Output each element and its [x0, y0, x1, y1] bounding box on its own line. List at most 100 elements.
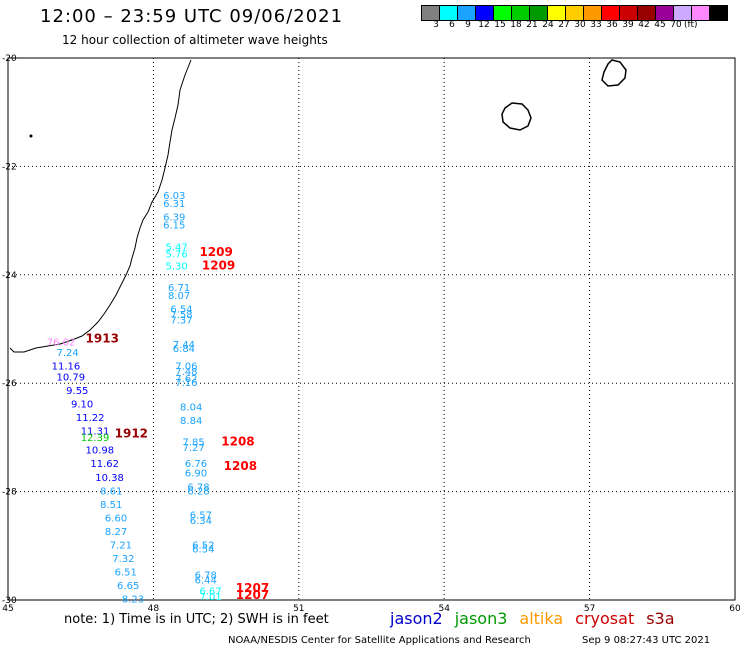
color-swatch [709, 5, 728, 21]
map-frame [7, 57, 736, 601]
mauritius-coastline [601, 59, 627, 87]
swh-value: 5.76 [166, 249, 188, 260]
swh-value: 7.44 [173, 340, 195, 351]
swh-value: 9.55 [66, 386, 88, 397]
lat-tick-label: -24 [2, 271, 17, 281]
swh-value: 6.71 [168, 283, 190, 294]
swh-value: 8.07 [168, 291, 190, 302]
color-scale-label: 9 [465, 20, 471, 30]
color-scale-labels: 3 6 9 12 15 18 21 24 27 30 33 36 39 42 45 70 (ft) [428, 20, 698, 30]
pass-time-label: 1208 [221, 435, 254, 449]
swh-value: 6.67 [199, 587, 221, 598]
color-scale-label: 24 [542, 20, 554, 30]
swh-value: 7.01 [199, 592, 221, 603]
footer-note: note: 1) Time is in UTC; 2) SWH is in fe… [64, 612, 329, 627]
color-scale-label: 39 [622, 20, 634, 30]
color-scale-label: 36 [606, 20, 618, 30]
swh-value: 6.31 [163, 199, 185, 210]
legend-jason2: jason2 [390, 609, 443, 628]
color-scale-label: 15 [494, 20, 506, 30]
legend-cryosat: cryosat [575, 609, 635, 628]
swh-value: 5.47 [166, 242, 188, 253]
color-scale-label: 27 [558, 20, 570, 30]
lat-lon-grid: 45 48 51 54 57 60 -20 -22 -24 -26 -28 -30 [2, 54, 740, 614]
swh-value: 9.10 [71, 400, 93, 411]
swh-value: 10.79 [56, 372, 85, 383]
swh-value: 11.31 [81, 427, 110, 438]
swh-value: 6.90 [185, 468, 207, 479]
swh-value: 8.61 [100, 486, 122, 497]
satellite-legend: jason2 jason3 altika cryosat s3a [390, 609, 687, 628]
color-scale-label: 30 [574, 20, 586, 30]
generated-timestamp: Sep 9 08:27:43 UTC 2021 [582, 635, 711, 646]
lon-tick-label: 45 [2, 604, 13, 614]
swh-value: 6.54 [170, 305, 192, 316]
reunion-coastline [501, 102, 532, 131]
swh-value: 6.52 [192, 541, 214, 552]
lon-tick-label: 48 [148, 604, 160, 614]
color-scale-label: 3 [433, 20, 439, 30]
coastlines [9, 59, 627, 353]
swh-value: 7.37 [170, 316, 192, 327]
swh-value: 7.06 [175, 362, 197, 373]
swh-value: 8.84 [180, 416, 202, 427]
lat-tick-label: -22 [2, 162, 17, 172]
pass-time-label: 1208 [224, 459, 257, 473]
lon-tick-label: 54 [438, 604, 450, 614]
lon-tick-label: 60 [729, 604, 740, 614]
pass-time-label: 1207 [236, 588, 269, 602]
color-scale-label: 18 [510, 20, 522, 30]
swh-value: 7.27 [182, 443, 204, 454]
swh-value: 7.48 [175, 367, 197, 378]
color-scale-label: 70 [670, 20, 682, 30]
legend-jason3: jason3 [454, 609, 508, 628]
swh-value: 6.34 [190, 516, 212, 527]
swh-value: 7.16 [175, 378, 197, 389]
swh-value: 11.62 [90, 459, 119, 470]
swh-value: 6.51 [115, 568, 137, 579]
swh-value: 7.21 [110, 541, 132, 552]
swh-value: 8.51 [100, 500, 122, 511]
lat-tick-label: -28 [2, 488, 17, 498]
swh-value: 6.76 [185, 459, 207, 470]
swh-value: 10.98 [86, 446, 115, 457]
swh-value: 6.60 [105, 513, 127, 524]
observation-labels: 6.036.31 6.396.15 5.475.765.30 6.718.07 6.54… [47, 191, 222, 606]
swh-value: 12.39 [81, 433, 110, 444]
pass-time-label: 1207 [236, 581, 269, 595]
lat-tick-label: -20 [2, 54, 17, 64]
swh-value: 6.44 [195, 576, 217, 587]
map-title: 12:00 – 23:59 UTC 09/06/2021 [40, 6, 344, 27]
swh-value: 6.78 [187, 483, 209, 494]
pass-time-label: 1209 [199, 245, 232, 259]
swh-value: 7.32 [112, 554, 134, 565]
pass-time-label: 1912 [115, 426, 148, 440]
color-scale-unit: (ft) [684, 20, 698, 30]
swh-value: 6.28 [187, 486, 209, 497]
swh-value: 6.78 [195, 570, 217, 581]
color-scale-label: 6 [449, 20, 455, 30]
legend-s3a: s3a [646, 609, 675, 628]
swh-value: 11.16 [52, 362, 81, 373]
swh-value: 7.62 [175, 374, 197, 385]
color-scale-bar [421, 5, 728, 21]
color-scale-label: 45 [654, 20, 666, 30]
islet-marker [29, 134, 33, 138]
swh-value: 76.02 [47, 337, 76, 348]
swh-value: 6.15 [163, 221, 185, 232]
swh-value: 8.27 [105, 527, 127, 538]
swh-value: 7.85 [182, 438, 204, 449]
swh-value: 6.03 [163, 191, 185, 202]
swh-value: 11.22 [76, 413, 105, 424]
pass-time-label: 1913 [86, 332, 119, 346]
swh-value: 7.24 [56, 348, 78, 359]
swh-value: 10.38 [95, 473, 124, 484]
swh-value: 6.39 [163, 213, 185, 224]
footer-credit: NOAA/NESDIS Center for Satellite Applica… [228, 635, 531, 646]
swh-value: 8.04 [180, 402, 202, 413]
swh-value: 8.23 [122, 595, 144, 606]
lon-tick-label: 57 [584, 604, 595, 614]
color-scale-label: 21 [526, 20, 538, 30]
